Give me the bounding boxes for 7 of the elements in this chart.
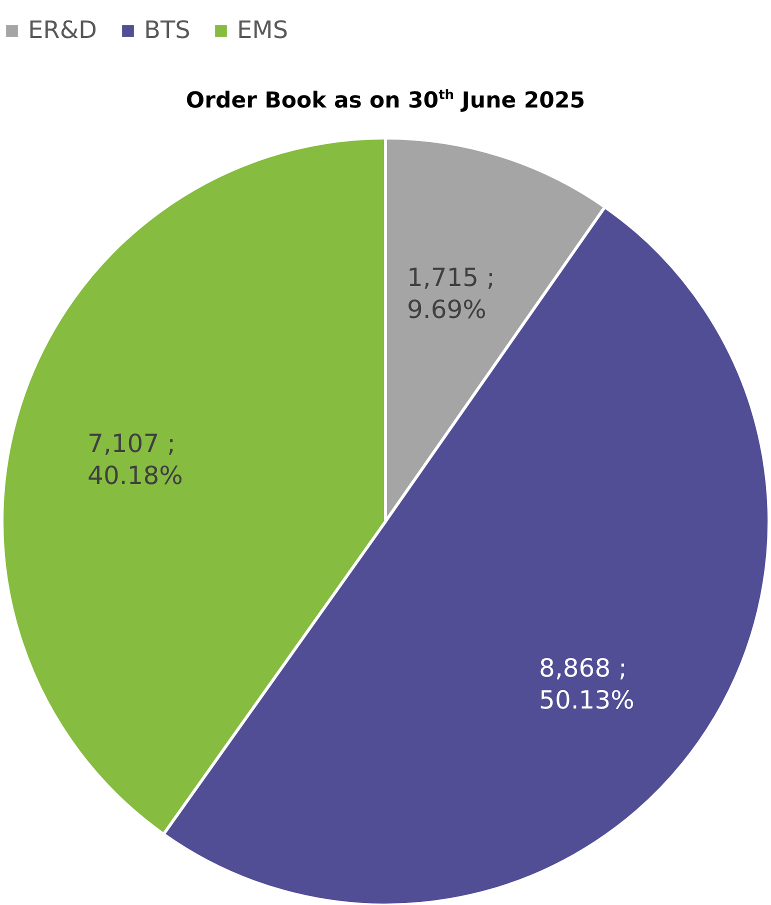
- legend-label: BTS: [144, 16, 190, 44]
- text: Order Book as on 30$^{th}$ June 2025: [184, 88, 586, 114]
- legend-label: ER&D: [28, 16, 98, 44]
- legend-label: EMS: [237, 16, 288, 44]
- data-label: 7,107 ; 40.18%: [88, 429, 183, 490]
- data-label: 1,715 ; 9.69%: [406, 263, 495, 324]
- data-label: 8,868 ; 50.13%: [539, 653, 634, 714]
